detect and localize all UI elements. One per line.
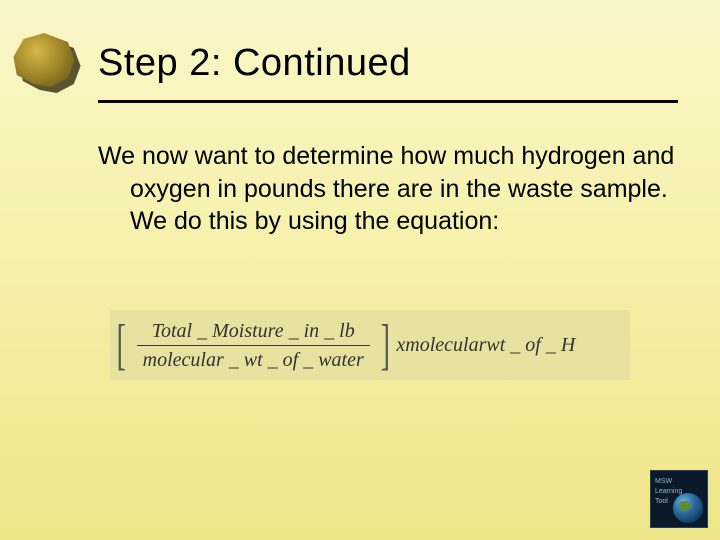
equation-fraction: Total _ Moisture _ in _ lb molecular _ w… bbox=[133, 319, 374, 372]
globe-icon bbox=[673, 493, 703, 523]
left-bracket-icon: [ bbox=[116, 320, 127, 370]
body-paragraph: We now want to determine how much hydrog… bbox=[98, 140, 678, 238]
equation-suffix: xmolecularwt _ of _ H bbox=[396, 334, 575, 357]
fraction-numerator: Total _ Moisture _ in _ lb bbox=[146, 319, 361, 345]
fraction-denominator: molecular _ wt _ of _ water bbox=[137, 346, 370, 372]
equation-block: [ Total _ Moisture _ in _ lb molecular _… bbox=[110, 310, 630, 380]
slide-logo bbox=[10, 30, 90, 100]
right-bracket-icon: ] bbox=[379, 320, 390, 370]
title-rule bbox=[98, 100, 678, 103]
slide-title: Step 2: Continued bbox=[98, 42, 411, 85]
corner-badge: MSW Learning Tool bbox=[650, 470, 708, 528]
